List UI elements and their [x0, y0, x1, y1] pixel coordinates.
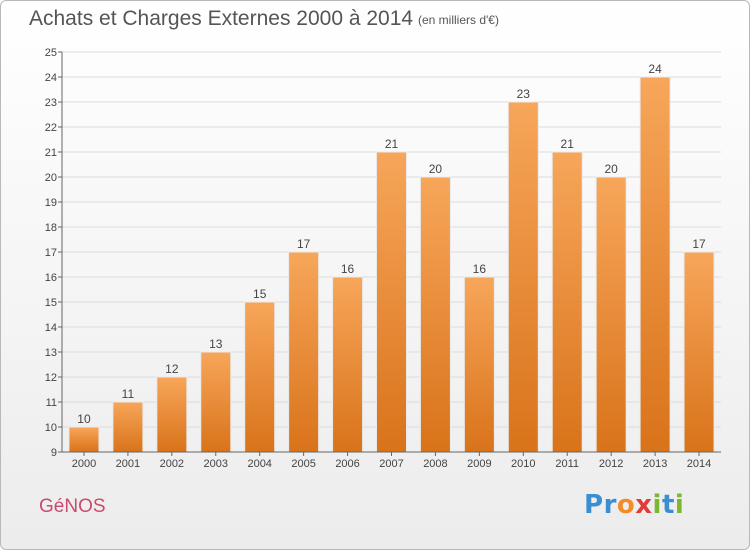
y-tick-label: 21 [45, 147, 57, 159]
y-tick-label: 11 [46, 397, 57, 409]
data-label: 23 [517, 87, 531, 101]
y-tick-label: 13 [45, 347, 57, 359]
y-tick-label: 12 [45, 372, 57, 384]
bar-2011 [551, 151, 583, 453]
bar-2001 [112, 401, 144, 453]
logo-letter: i [652, 490, 662, 520]
data-label: 12 [165, 362, 179, 376]
x-tick-label: 2004 [247, 458, 271, 470]
bar-2003 [200, 351, 232, 453]
data-label: 21 [385, 137, 399, 151]
data-label: 10 [77, 412, 91, 426]
data-label: 15 [253, 287, 267, 301]
x-tick-label: 2013 [643, 458, 667, 470]
x-tick-label: 2006 [335, 458, 359, 470]
y-tick-label: 18 [45, 222, 57, 234]
logo-letter: t [661, 490, 675, 520]
x-tick-label: 2010 [511, 458, 535, 470]
y-tick-label: 9 [51, 447, 57, 459]
y-tick-label: 25 [45, 47, 57, 59]
bar-2002 [156, 376, 188, 453]
bar-2006 [332, 276, 364, 453]
bar-2004 [244, 301, 276, 453]
bar-2012 [595, 176, 627, 453]
x-tick-label: 2007 [379, 458, 403, 470]
data-label: 16 [473, 262, 487, 276]
axes: 9 10 11 12 13 14 15 16 17 18 19 20 21 22 23 24 25 2000 200… [45, 47, 721, 470]
y-tick-label: 10 [45, 422, 57, 434]
y-tick-label: 22 [45, 122, 57, 134]
bar-2010 [507, 101, 539, 453]
y-tick-label: 19 [45, 197, 57, 209]
data-label: 20 [604, 162, 618, 176]
data-label: 24 [648, 62, 662, 76]
data-label: 17 [692, 237, 706, 251]
y-tick-label: 24 [45, 72, 57, 84]
logo-letter: x [635, 490, 653, 520]
y-tick-label: 20 [45, 172, 57, 184]
x-tick-label: 2011 [555, 458, 579, 470]
data-label: 16 [341, 262, 355, 276]
x-tick-label: 2002 [160, 458, 184, 470]
logo-letter: i [674, 490, 685, 520]
y-tick-label: 17 [45, 247, 57, 259]
data-label: 13 [209, 337, 223, 351]
bar-2013 [639, 76, 671, 453]
y-tick-label: 16 [45, 272, 57, 284]
commune-name: GéNOS [39, 496, 106, 517]
x-tick-label: 2009 [467, 458, 491, 470]
y-tick-label: 15 [45, 297, 57, 309]
x-tick-label: 2001 [116, 458, 140, 470]
data-label: 20 [429, 162, 443, 176]
proxiti-logo: Proxiti [584, 490, 684, 520]
bar-2014 [683, 251, 715, 453]
x-tick-label: 2014 [687, 458, 711, 470]
y-tick-label: 14 [45, 322, 57, 334]
logo-letter: r [603, 490, 617, 520]
logo-letter: P [584, 490, 604, 520]
bar-2009 [463, 276, 495, 453]
chart-subtitle: (en milliers d'€) [418, 13, 499, 27]
bar-2005 [288, 251, 320, 453]
x-tick-label: 2000 [72, 458, 96, 470]
bar-2000 [68, 426, 100, 453]
bars: 10 11 12 13 15 17 16 21 20 16 23 21 20 24 17 [68, 62, 715, 453]
data-label: 11 [122, 387, 135, 401]
x-tick-label: 2008 [423, 458, 447, 470]
x-tick-label: 2003 [204, 458, 228, 470]
chart-title: Achats et Charges Externes 2000 à 2014 [29, 7, 414, 30]
x-tick-label: 2005 [291, 458, 315, 470]
logo-letter: o [616, 490, 636, 520]
data-label: 21 [561, 137, 575, 151]
bar-2007 [376, 151, 407, 453]
x-tick-label: 2012 [599, 458, 623, 470]
data-label: 17 [297, 237, 311, 251]
y-tick-label: 23 [45, 97, 57, 109]
bar-2008 [419, 176, 451, 453]
